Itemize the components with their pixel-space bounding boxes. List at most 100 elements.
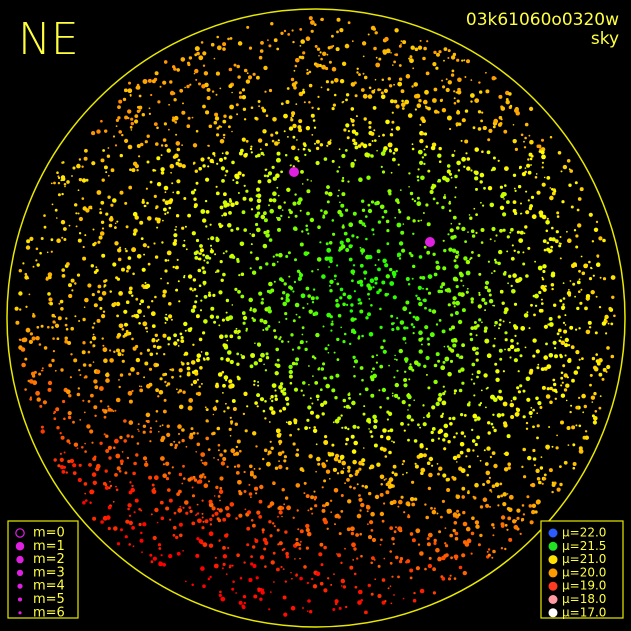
magnitude-marker [17, 597, 23, 602]
star [540, 367, 545, 371]
star [306, 71, 310, 75]
star [529, 157, 533, 161]
star [25, 327, 31, 333]
star [161, 435, 166, 441]
star [405, 560, 408, 564]
star [195, 181, 199, 185]
star [491, 226, 496, 232]
star [476, 347, 479, 350]
star [255, 492, 258, 495]
star [418, 301, 423, 307]
star [430, 430, 434, 435]
star [104, 483, 108, 487]
star [452, 248, 457, 253]
star [222, 546, 226, 550]
brightness-marker [548, 595, 558, 604]
star [179, 375, 182, 378]
star [541, 278, 545, 281]
star [178, 472, 183, 477]
star [243, 118, 247, 121]
star [543, 355, 548, 360]
star [487, 260, 490, 263]
star [376, 354, 378, 357]
star [280, 31, 284, 35]
star [415, 566, 420, 571]
star [359, 301, 363, 305]
star [56, 171, 59, 174]
star [200, 157, 205, 162]
star [235, 227, 240, 231]
star [452, 215, 457, 220]
star [138, 155, 141, 158]
star [149, 430, 153, 434]
star [560, 393, 566, 398]
star [395, 555, 399, 560]
star [526, 311, 529, 314]
star [226, 406, 230, 410]
star [222, 554, 228, 559]
star [357, 600, 362, 605]
star [558, 339, 562, 343]
star [163, 122, 167, 126]
star [426, 222, 431, 227]
brightness-marker [548, 528, 558, 538]
star [382, 258, 387, 263]
star [223, 136, 226, 139]
star [523, 146, 527, 149]
star [123, 309, 128, 314]
star [520, 133, 524, 137]
star [39, 404, 43, 408]
star [47, 292, 51, 296]
star [145, 187, 148, 190]
star [242, 321, 246, 325]
star [387, 189, 392, 194]
star [163, 207, 167, 212]
star [246, 405, 249, 408]
star [220, 357, 224, 361]
star [452, 528, 456, 533]
star [356, 426, 360, 429]
star [345, 437, 350, 442]
star [487, 553, 491, 557]
star [498, 323, 502, 327]
star [518, 238, 524, 244]
star [223, 192, 227, 197]
star [115, 453, 121, 459]
star [204, 519, 209, 524]
star [219, 334, 224, 340]
star [123, 439, 127, 443]
star [337, 313, 342, 318]
star [350, 107, 355, 111]
star [67, 341, 72, 345]
star [187, 62, 191, 67]
star [59, 457, 64, 462]
star [396, 222, 402, 228]
star [177, 345, 180, 347]
star [448, 209, 452, 212]
star [278, 321, 281, 323]
star [382, 447, 387, 452]
star [268, 608, 271, 611]
star [382, 339, 386, 343]
star [242, 595, 247, 599]
star [387, 142, 393, 148]
star [81, 446, 84, 449]
star [129, 94, 132, 97]
star [442, 392, 446, 396]
star [181, 164, 186, 169]
star [429, 332, 435, 338]
star [241, 355, 246, 360]
star [192, 305, 197, 309]
star [301, 333, 304, 336]
star [374, 31, 378, 35]
star [368, 535, 372, 540]
star [486, 550, 489, 553]
star [177, 158, 181, 162]
star [275, 173, 280, 178]
star [294, 64, 298, 68]
star [553, 189, 557, 193]
star [202, 51, 207, 56]
star [461, 381, 465, 385]
star [66, 180, 70, 184]
star [263, 65, 268, 71]
